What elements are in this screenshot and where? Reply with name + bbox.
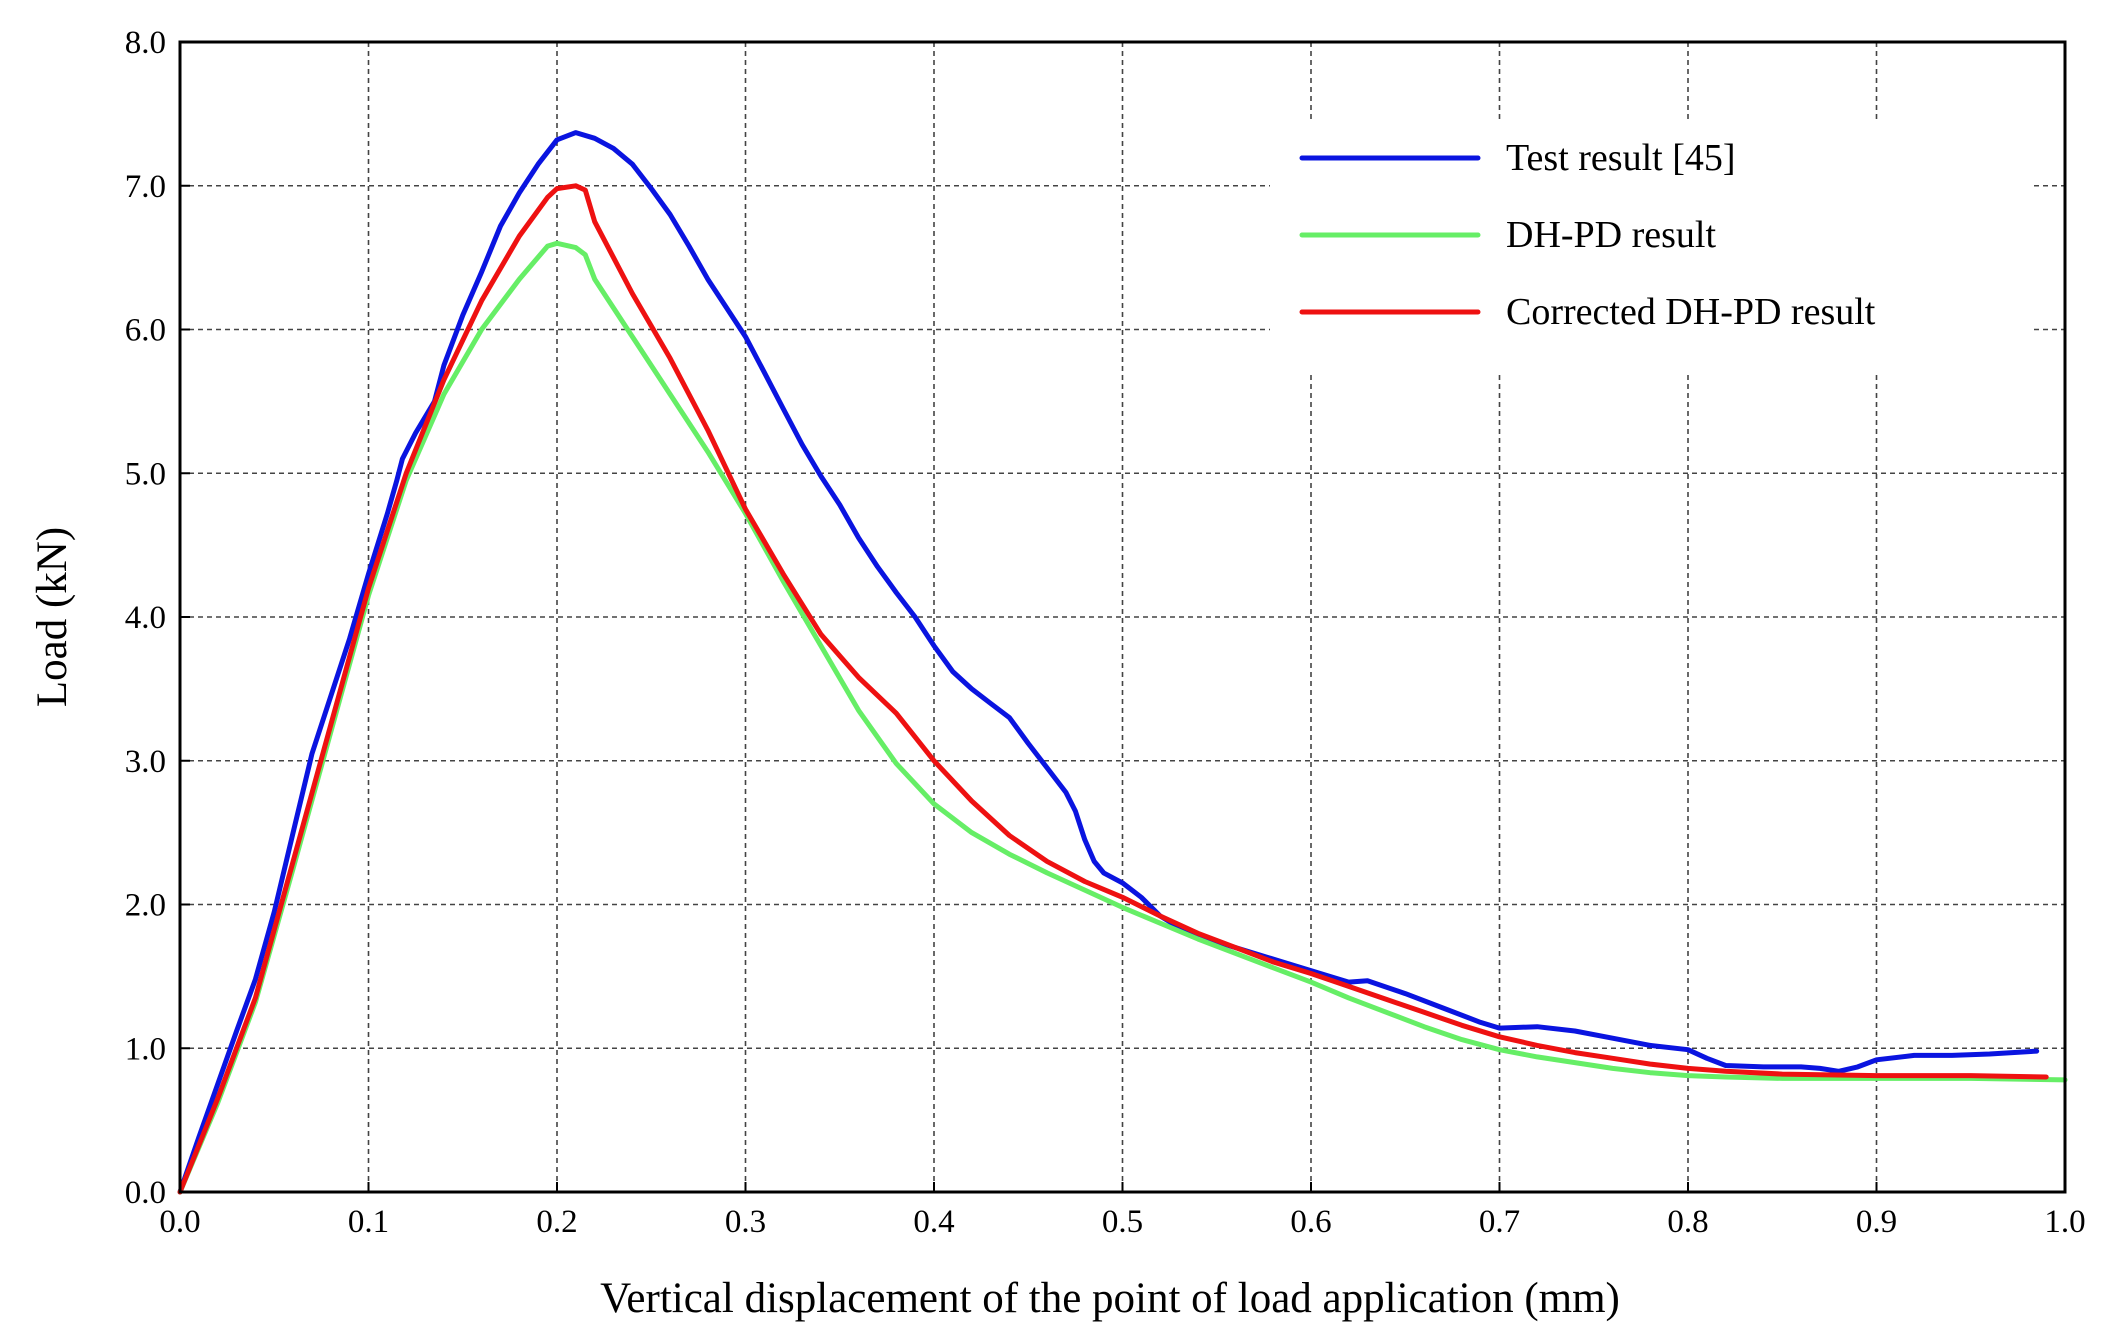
x-tick-label: 0.5 (1102, 1204, 1143, 1240)
y-tick-label: 4.0 (125, 600, 166, 636)
series-group (177, 130, 2068, 1195)
y-tick-label: 2.0 (125, 888, 166, 924)
series-line-2 (177, 240, 2068, 1195)
y-tick-label: 6.0 (125, 313, 166, 349)
x-tick-label: 1.0 (2044, 1204, 2085, 1240)
y-tick-label: 8.0 (125, 25, 166, 61)
y-tick-label: 1.0 (125, 1031, 166, 1067)
x-tick-label: 0.3 (725, 1204, 766, 1240)
legend: Test result [45] DH-PD result Corrected DH… (1270, 120, 2030, 375)
x-tick-label: 0.8 (1667, 1204, 1708, 1240)
x-tick-label: 0.0 (159, 1204, 200, 1240)
x-tick-labels: 0.0 0.1 0.2 0.3 0.4 0.5 0.6 0.7 0.8 0.9 1.0 (159, 1204, 2085, 1240)
legend-label-2: DH-PD result (1506, 214, 1716, 256)
series-line-1 (177, 130, 2040, 1195)
x-tick-label: 0.6 (1290, 1204, 1331, 1240)
y-tick-label: 5.0 (125, 456, 166, 492)
legend-background (1270, 120, 2030, 375)
series-line-3 (177, 183, 2049, 1195)
legend-label-1: Test result [45] (1506, 137, 1736, 179)
x-tick-label: 0.2 (536, 1204, 577, 1240)
y-tick-labels: 0.0 1.0 2.0 3.0 4.0 5.0 6.0 7.0 8.0 (125, 25, 166, 1211)
y-tick-label: 3.0 (125, 744, 166, 780)
x-axis-title: Vertical displacement of the point of lo… (600, 1275, 1620, 1322)
y-axis-title: Load (kN) (29, 527, 76, 707)
y-tick-label: 7.0 (125, 169, 166, 205)
x-tick-label: 0.4 (913, 1204, 954, 1240)
x-tick-label: 0.9 (1856, 1204, 1897, 1240)
y-tick-label: 0.0 (125, 1175, 166, 1211)
x-tick-label: 0.7 (1479, 1204, 1520, 1240)
tick-marks (179, 41, 2066, 1193)
x-tick-label: 0.1 (348, 1204, 389, 1240)
legend-label-3: Corrected DH-PD result (1506, 291, 1876, 333)
